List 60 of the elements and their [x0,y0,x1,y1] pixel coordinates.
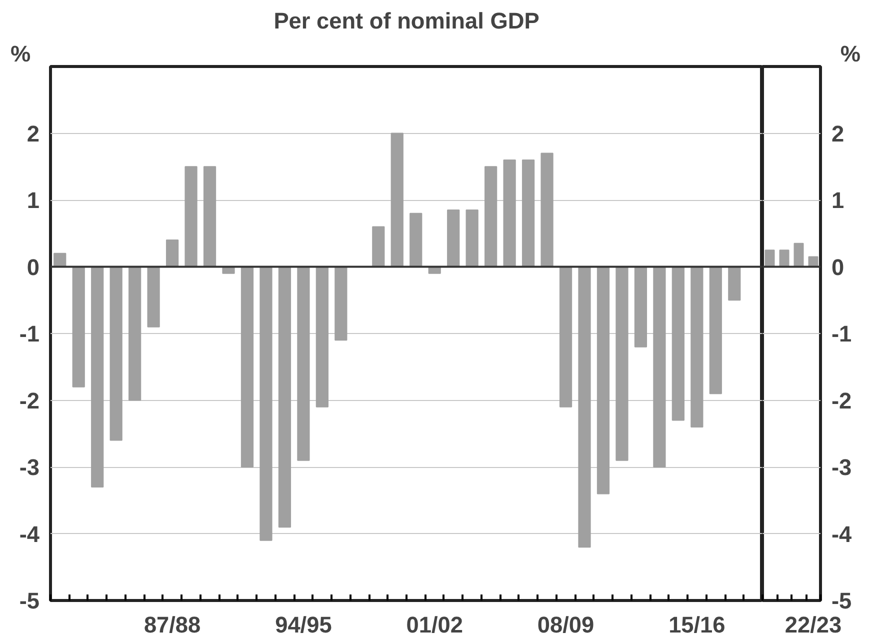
y-tick-label: -2 [19,387,40,414]
bar [54,252,66,268]
x-tick-label: 08/09 [537,612,594,638]
bar [110,266,122,441]
bar [410,212,422,268]
bar [540,152,554,268]
bar [728,266,741,301]
bar [260,266,272,541]
x-tick-label: 01/02 [406,612,463,638]
y-tick-label: -5 [832,588,852,614]
bar [653,266,666,468]
bar [316,266,328,408]
bar [447,210,460,268]
y-axis-title: % [10,40,31,66]
bar [484,166,498,268]
bar [616,266,628,461]
y-tick-label: 1 [26,187,40,213]
bar [278,266,292,528]
bar [128,266,142,401]
bar [334,266,348,341]
bar [466,210,478,268]
bar [372,226,385,268]
y-tick-label: -2 [832,387,852,414]
bar [184,166,198,268]
y-tick-label: 2 [832,120,844,146]
bar [147,266,160,328]
x-tick-label: 94/95 [275,612,332,638]
bar [634,266,648,348]
bar [503,159,516,268]
y-tick-label: -4 [832,520,852,547]
bar [91,266,104,488]
bar [559,266,572,408]
y-tick-label: -3 [19,454,40,480]
y-tick-label: -4 [19,520,40,547]
chart-title: Per cent of nominal GDP [274,8,540,34]
bar [390,132,404,268]
y-axis-title: % [840,40,861,66]
y-tick-label: -5 [19,588,40,614]
y-tick-label: -1 [19,320,40,346]
bar [596,266,610,494]
bar [672,266,684,421]
bar [709,266,722,394]
bar [72,266,85,388]
y-tick-label: 2 [26,120,40,146]
bar [297,266,310,461]
y-tick-label: -3 [832,454,852,480]
bar [166,240,179,268]
x-tick-label: 15/16 [668,612,726,638]
y-tick-label: 1 [832,187,844,213]
bar [240,266,254,468]
bar [578,266,591,548]
y-tick-label: -1 [832,320,852,346]
y-tick-label: 0 [832,254,844,280]
bar [203,166,216,268]
y-tick-label: 0 [26,254,40,280]
bar [690,266,704,428]
x-tick-label: 87/88 [144,612,201,638]
bar [522,159,535,268]
x-tick-label: 22/23 [784,612,842,638]
bar [794,242,804,268]
